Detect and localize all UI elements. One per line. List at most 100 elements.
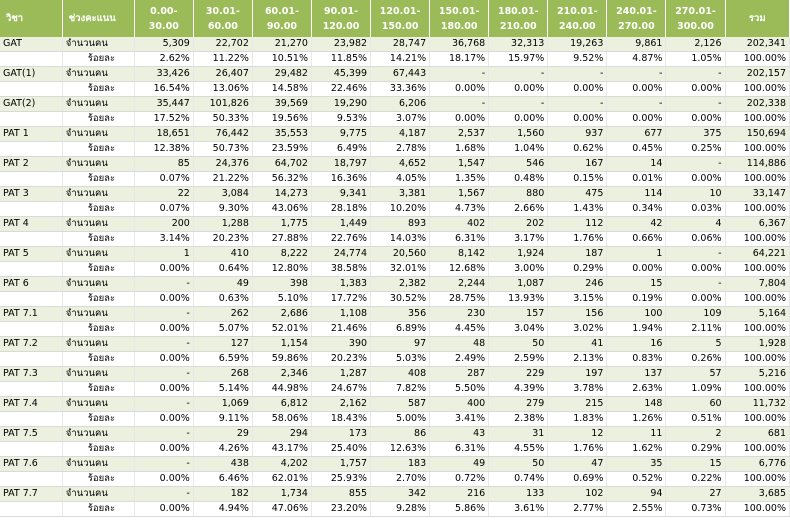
percent-cell: 2.63% (606, 381, 667, 397)
percent-cell: 4.45% (429, 321, 490, 337)
percent-cell: 22.76% (311, 231, 372, 247)
count-cell: 27 (665, 486, 726, 502)
percent-cell: 6.49% (311, 141, 372, 157)
percent-cell: 21.22% (193, 171, 253, 187)
count-cell: - (665, 96, 726, 112)
subject-cell-empty (0, 111, 63, 127)
count-cell: 156 (547, 306, 608, 322)
percent-cell: 16.54% (134, 81, 194, 97)
percent-cell: 22.46% (311, 81, 372, 97)
percent-cell: 0.69% (547, 471, 608, 487)
subject-cell: PAT 6 (0, 276, 63, 292)
row-type-label: จำนวนคน (62, 96, 135, 112)
row-type-label: จำนวนคน (62, 216, 135, 232)
row-type-label: จำนวนคน (62, 126, 135, 142)
count-cell: 438 (193, 456, 253, 472)
row-type-label: ร้อยละ (62, 81, 135, 97)
count-cell: 20,560 (370, 246, 431, 262)
count-cell: 2,382 (370, 276, 431, 292)
subject-cell: GAT(2) (0, 96, 63, 112)
percent-cell: 3.14% (134, 231, 194, 247)
subject-cell: PAT 2 (0, 156, 63, 172)
count-cell: 94 (606, 486, 667, 502)
count-cell: - (429, 96, 490, 112)
row-type-label: ร้อยละ (62, 141, 135, 157)
count-cell: - (134, 276, 194, 292)
subject-cell-empty (0, 441, 63, 457)
percent-cell: 43.17% (252, 441, 312, 457)
percent-cell: 10.20% (370, 201, 431, 217)
percent-cell: 14.58% (252, 81, 312, 97)
count-cell: 60 (665, 396, 726, 412)
percent-cell: 0.15% (547, 171, 608, 187)
count-cell: 937 (547, 126, 608, 142)
count-cell: 1 (134, 246, 194, 262)
count-cell: 102 (547, 486, 608, 502)
header-bin: 210.01- 240.00 (547, 0, 608, 37)
count-total-cell: 1,928 (725, 336, 790, 352)
percent-cell: 0.00% (134, 351, 194, 367)
row-type-label: ร้อยละ (62, 351, 135, 367)
percent-cell: 21.46% (311, 321, 372, 337)
count-cell: 1,108 (311, 306, 372, 322)
count-cell: 29,482 (252, 66, 312, 82)
count-cell: - (665, 66, 726, 82)
table-row-count: PAT 1 จำนวนคน 18,651 76,442 35,553 9,775 4,187… (0, 126, 790, 142)
count-cell: 268 (193, 366, 253, 382)
percent-cell: 0.22% (665, 471, 726, 487)
percent-cell: 1.76% (547, 231, 608, 247)
count-cell: 19,290 (311, 96, 372, 112)
percent-cell: 0.73% (665, 501, 726, 517)
percent-cell: 4.39% (488, 381, 549, 397)
count-cell: 100 (606, 306, 667, 322)
count-cell: 4 (665, 216, 726, 232)
count-total-cell: 7,804 (725, 276, 790, 292)
count-cell: - (134, 366, 194, 382)
percent-cell: 0.52% (606, 471, 667, 487)
count-total-cell: 6,367 (725, 216, 790, 232)
percent-cell: 0.00% (665, 291, 726, 307)
percent-cell: 9.28% (370, 501, 431, 517)
percent-cell: 0.00% (488, 111, 549, 127)
percent-cell: 0.00% (134, 321, 194, 337)
percent-cell: 1.94% (606, 321, 667, 337)
count-cell: 1,757 (311, 456, 372, 472)
count-cell: 101,826 (193, 96, 253, 112)
percent-cell: 2.13% (547, 351, 608, 367)
count-cell: 22 (134, 186, 194, 202)
percent-cell: 0.00% (665, 111, 726, 127)
subject-cell: PAT 7.6 (0, 456, 63, 472)
percent-cell: 24.67% (311, 381, 372, 397)
subject-cell-empty (0, 51, 63, 67)
count-total-cell: 202,338 (725, 96, 790, 112)
percent-cell: 23.59% (252, 141, 312, 157)
percent-cell: 20.23% (193, 231, 253, 247)
header-score-range: ช่วงคะแนน (62, 0, 135, 37)
count-cell: 2,162 (311, 396, 372, 412)
count-cell: 677 (606, 126, 667, 142)
percent-cell: 56.32% (252, 171, 312, 187)
percent-total-cell: 100.00% (725, 411, 790, 427)
percent-cell: 50.73% (193, 141, 253, 157)
percent-cell: 17.52% (134, 111, 194, 127)
table-row-count: PAT 7.2 จำนวนคน -127 1,154 390 97 48 50 41 16 5 1,9… (0, 336, 790, 352)
percent-cell: 58.06% (252, 411, 312, 427)
percent-cell: 5.50% (429, 381, 490, 397)
percent-total-cell: 100.00% (725, 141, 790, 157)
percent-cell: 28.75% (429, 291, 490, 307)
percent-cell: 44.98% (252, 381, 312, 397)
count-cell: 287 (429, 366, 490, 382)
count-cell: - (665, 156, 726, 172)
percent-cell: 25.40% (311, 441, 372, 457)
subject-cell: GAT(1) (0, 66, 63, 82)
percent-total-cell: 100.00% (725, 351, 790, 367)
percent-cell: 1.62% (606, 441, 667, 457)
percent-cell: 4.55% (488, 441, 549, 457)
count-cell: 390 (311, 336, 372, 352)
count-cell: 2,537 (429, 126, 490, 142)
table-row-count: PAT 6 จำนวนคน -49 398 1,383 2,382 2,244 1,087 24… (0, 276, 790, 292)
table-row-percent: ร้อยละ 0.00% 6.46% 62.01% 25.93% 2.70% 0.72% 0.… (0, 471, 790, 487)
count-cell: - (134, 336, 194, 352)
count-total-cell: 5,164 (725, 306, 790, 322)
percent-cell: 0.00% (606, 261, 667, 277)
